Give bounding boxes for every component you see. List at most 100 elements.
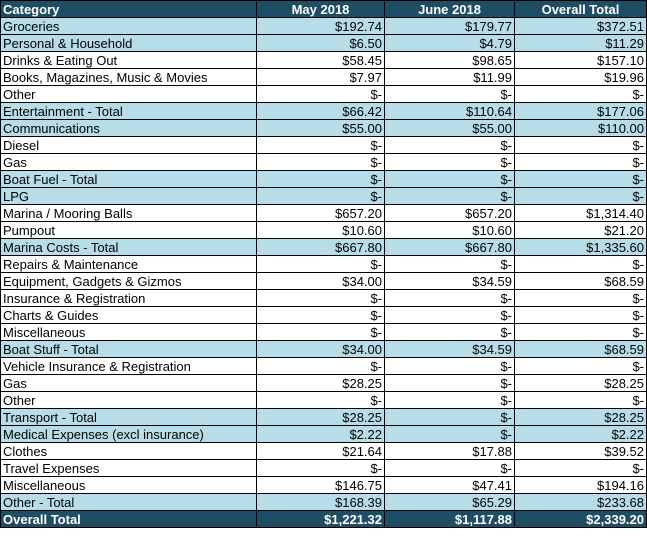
cell-june: $110.64: [384, 102, 515, 120]
table-row: Books, Magazines, Music & Movies $7.97 $11…: [0, 68, 647, 86]
cell-may: $34.00: [256, 272, 385, 290]
cell-category: Boat Stuff - Total: [0, 340, 257, 358]
cell-overall: $28.25: [514, 374, 647, 392]
table-row: Other $- $- $-: [0, 85, 647, 103]
cell-may: $146.75: [256, 476, 385, 494]
overall-total-label: Overall Total: [0, 510, 257, 528]
cell-overall: $-: [514, 459, 647, 477]
header-overall: Overall Total: [514, 0, 647, 18]
cell-category: Other: [0, 391, 257, 409]
cell-overall: $-: [514, 357, 647, 375]
cell-june: $65.29: [384, 493, 515, 511]
subtotal-row: Marina Costs - Total $667.80 $667.80 $1,335…: [0, 238, 647, 256]
cell-may: $-: [256, 255, 385, 273]
table-row: Charts & Guides $- $- $-: [0, 306, 647, 324]
cell-may: $66.42: [256, 102, 385, 120]
subtotal-row: Boat Stuff - Total $34.00 $34.59 $68.59: [0, 340, 647, 358]
cell-may: $-: [256, 357, 385, 375]
cell-overall: $157.10: [514, 51, 647, 69]
cell-category: Charts & Guides: [0, 306, 257, 324]
table-row: Marina / Mooring Balls $657.20 $657.20 $1,3…: [0, 204, 647, 222]
subtotal-row: LPG $- $- $-: [0, 187, 647, 205]
cell-may: $28.25: [256, 374, 385, 392]
cell-may: $-: [256, 289, 385, 307]
table-row: Miscellaneous $146.75 $47.41 $194.16: [0, 476, 647, 494]
cell-category: Other - Total: [0, 493, 257, 511]
cell-june: $-: [384, 459, 515, 477]
cell-may: $21.64: [256, 442, 385, 460]
subtotal-row: Transport - Total $28.25 $- $28.25: [0, 408, 647, 426]
subtotal-row: Entertainment - Total $66.42 $110.64 $177.0…: [0, 102, 647, 120]
cell-category: Miscellaneous: [0, 323, 257, 341]
cell-june: $-: [384, 425, 515, 443]
table-row: Repairs & Maintenance $- $- $-: [0, 255, 647, 273]
cell-overall: $110.00: [514, 119, 647, 137]
subtotal-row: Other - Total $168.39 $65.29 $233.68: [0, 493, 647, 511]
cell-overall: $233.68: [514, 493, 647, 511]
expense-table: Category May 2018 June 2018 Overall Tota…: [0, 0, 647, 528]
header-category: Category: [0, 0, 257, 18]
cell-may: $58.45: [256, 51, 385, 69]
subtotal-row: Personal & Household $6.50 $4.79 $11.29: [0, 34, 647, 52]
overall-total-june: $1,117.88: [384, 510, 515, 528]
cell-june: $34.59: [384, 272, 515, 290]
cell-overall: $-: [514, 306, 647, 324]
cell-may: $168.39: [256, 493, 385, 511]
cell-may: $-: [256, 306, 385, 324]
cell-may: $7.97: [256, 68, 385, 86]
cell-category: Equipment, Gadgets & Gizmos: [0, 272, 257, 290]
cell-june: $657.20: [384, 204, 515, 222]
table-body: Groceries $192.74 $179.77 $372.51 Personal &…: [0, 17, 647, 511]
cell-may: $192.74: [256, 17, 385, 35]
cell-overall: $2.22: [514, 425, 647, 443]
cell-may: $28.25: [256, 408, 385, 426]
cell-june: $34.59: [384, 340, 515, 358]
cell-overall: $194.16: [514, 476, 647, 494]
cell-overall: $-: [514, 255, 647, 273]
cell-june: $4.79: [384, 34, 515, 52]
cell-overall: $21.20: [514, 221, 647, 239]
cell-category: Diesel: [0, 136, 257, 154]
table-row: Pumpout $10.60 $10.60 $21.20: [0, 221, 647, 239]
overall-total-overall: $2,339.20: [514, 510, 647, 528]
cell-may: $-: [256, 170, 385, 188]
cell-category: Communications: [0, 119, 257, 137]
cell-june: $-: [384, 136, 515, 154]
header-june: June 2018: [384, 0, 515, 18]
cell-overall: $-: [514, 187, 647, 205]
cell-overall: $39.52: [514, 442, 647, 460]
overall-total-may: $1,221.32: [256, 510, 385, 528]
table-row: Other $- $- $-: [0, 391, 647, 409]
cell-category: Marina Costs - Total: [0, 238, 257, 256]
cell-overall: $177.06: [514, 102, 647, 120]
header-may: May 2018: [256, 0, 385, 18]
cell-category: Gas: [0, 153, 257, 171]
header-row: Category May 2018 June 2018 Overall Tota…: [0, 0, 647, 18]
cell-category: Marina / Mooring Balls: [0, 204, 257, 222]
cell-may: $6.50: [256, 34, 385, 52]
cell-category: Books, Magazines, Music & Movies: [0, 68, 257, 86]
cell-category: Miscellaneous: [0, 476, 257, 494]
cell-overall: $-: [514, 153, 647, 171]
cell-june: $55.00: [384, 119, 515, 137]
cell-may: $-: [256, 85, 385, 103]
cell-june: $-: [384, 187, 515, 205]
cell-category: Drinks & Eating Out: [0, 51, 257, 69]
cell-category: Entertainment - Total: [0, 102, 257, 120]
cell-june: $667.80: [384, 238, 515, 256]
cell-may: $-: [256, 459, 385, 477]
cell-june: $98.65: [384, 51, 515, 69]
cell-june: $-: [384, 323, 515, 341]
cell-june: $-: [384, 289, 515, 307]
table-row: Insurance & Registration $- $- $-: [0, 289, 647, 307]
cell-june: $-: [384, 374, 515, 392]
cell-may: $-: [256, 391, 385, 409]
cell-june: $-: [384, 255, 515, 273]
cell-may: $-: [256, 323, 385, 341]
cell-overall: $11.29: [514, 34, 647, 52]
cell-june: $10.60: [384, 221, 515, 239]
cell-may: $-: [256, 136, 385, 154]
table-row: Clothes $21.64 $17.88 $39.52: [0, 442, 647, 460]
subtotal-row: Groceries $192.74 $179.77 $372.51: [0, 17, 647, 35]
table-row: Equipment, Gadgets & Gizmos $34.00 $34.59 $…: [0, 272, 647, 290]
